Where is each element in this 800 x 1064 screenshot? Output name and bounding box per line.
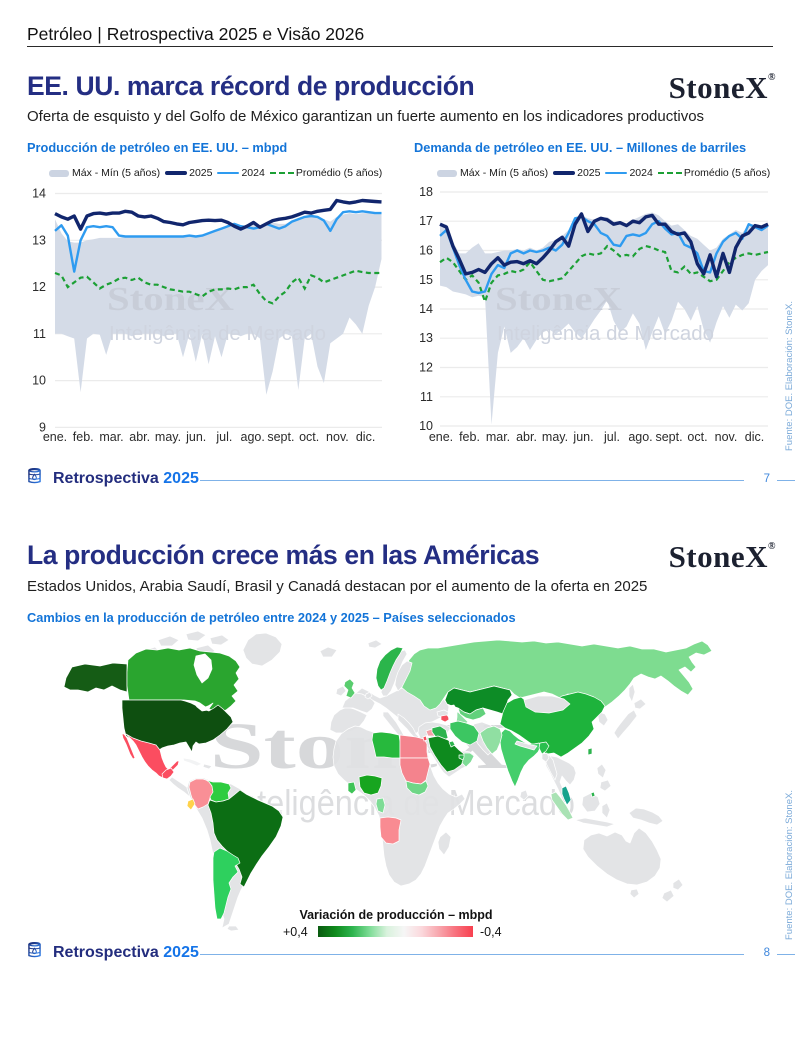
svg-text:oct.: oct. <box>299 430 319 444</box>
svg-text:sept.: sept. <box>267 430 294 444</box>
svg-text:15: 15 <box>419 273 433 287</box>
svg-text:abr.: abr. <box>516 430 537 444</box>
svg-text:feb.: feb. <box>459 430 480 444</box>
svg-text:ene.: ene. <box>43 430 67 444</box>
svg-text:Inteligência de Mercado: Inteligência de Mercado <box>497 323 714 345</box>
svg-text:12: 12 <box>32 280 46 294</box>
svg-text:Inteligência de Mercado: Inteligência de Mercado <box>109 323 326 345</box>
svg-text:abr.: abr. <box>129 430 150 444</box>
svg-text:10: 10 <box>32 374 46 388</box>
svg-text:jul.: jul. <box>603 430 620 444</box>
svg-text:ene.: ene. <box>429 430 453 444</box>
svg-text:StoneX: StoneX <box>107 281 235 318</box>
svg-text:10: 10 <box>419 419 433 433</box>
svg-text:oct.: oct. <box>687 430 707 444</box>
svg-text:ago.: ago. <box>628 430 652 444</box>
svg-text:dic.: dic. <box>356 430 375 444</box>
svg-text:StoneX: StoneX <box>495 281 623 318</box>
svg-text:mar.: mar. <box>486 430 510 444</box>
svg-text:mar.: mar. <box>99 430 123 444</box>
svg-text:9: 9 <box>39 420 46 434</box>
svg-text:nov.: nov. <box>715 430 738 444</box>
svg-text:feb.: feb. <box>73 430 94 444</box>
svg-text:nov.: nov. <box>326 430 349 444</box>
svg-text:jul.: jul. <box>215 430 232 444</box>
svg-text:may.: may. <box>542 430 568 444</box>
svg-text:jun.: jun. <box>185 430 206 444</box>
svg-text:11: 11 <box>420 390 433 404</box>
svg-text:may.: may. <box>155 430 181 444</box>
svg-text:13: 13 <box>32 233 46 247</box>
svg-text:16: 16 <box>419 244 433 258</box>
svg-text:ago.: ago. <box>241 430 265 444</box>
svg-text:sept.: sept. <box>655 430 682 444</box>
svg-text:14: 14 <box>32 187 46 201</box>
svg-text:18: 18 <box>419 185 433 199</box>
svg-text:13: 13 <box>419 331 433 345</box>
svg-text:11: 11 <box>33 327 46 341</box>
svg-text:14: 14 <box>419 302 433 316</box>
svg-text:dic.: dic. <box>745 430 764 444</box>
svg-text:17: 17 <box>419 214 433 228</box>
svg-text:12: 12 <box>419 361 433 375</box>
svg-text:jun.: jun. <box>572 430 593 444</box>
